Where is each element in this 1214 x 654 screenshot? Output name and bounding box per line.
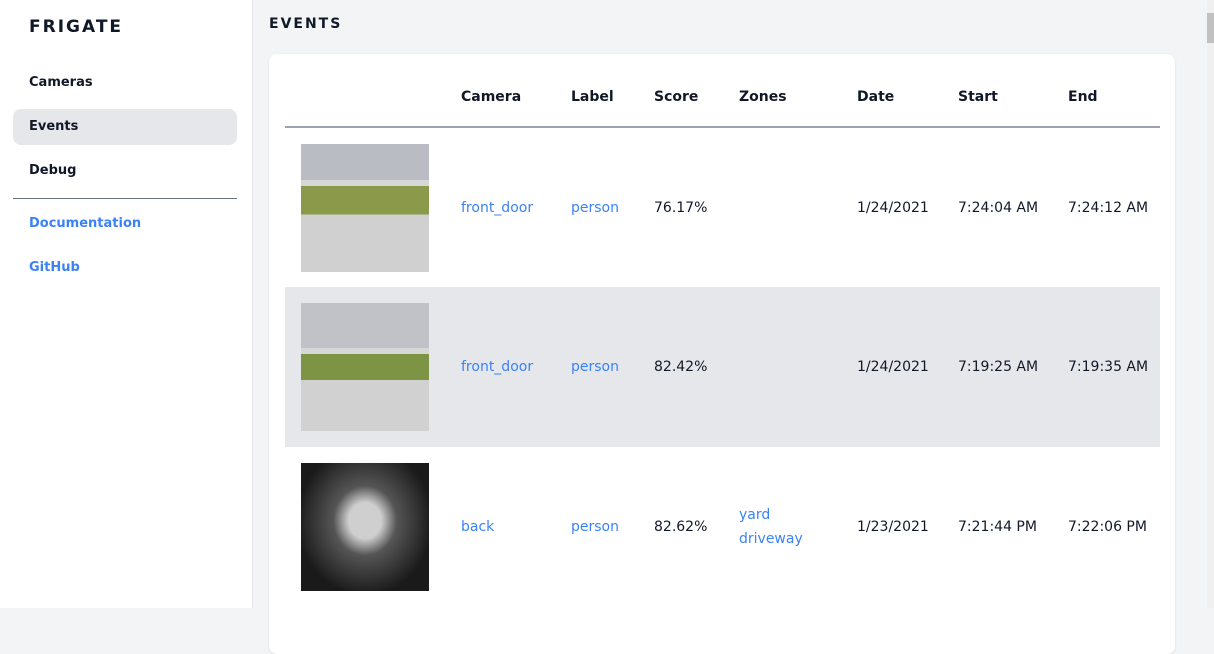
col-thumbnail bbox=[285, 54, 461, 128]
date: 1/24/2021 bbox=[857, 287, 958, 447]
table-header: Camera Label Score Zones Date Start End bbox=[285, 54, 1160, 128]
sidebar: FRIGATE Cameras Events Debug Documentati… bbox=[0, 0, 253, 608]
col-camera: Camera bbox=[461, 54, 571, 128]
event-thumbnail[interactable] bbox=[301, 463, 429, 591]
start-time: 7:21:44 PM bbox=[958, 519, 1037, 535]
col-date: Date bbox=[857, 54, 958, 128]
sidebar-divider bbox=[13, 198, 237, 199]
date: 1/23/2021 bbox=[857, 519, 929, 535]
scrollbar[interactable] bbox=[1207, 0, 1214, 608]
date: 1/24/2021 bbox=[857, 199, 929, 216]
events-table: Camera Label Score Zones Date Start End … bbox=[285, 54, 1160, 607]
page-title: EVENTS bbox=[269, 16, 343, 32]
score: 76.17% bbox=[654, 199, 708, 216]
col-label: Label bbox=[571, 54, 654, 128]
sidebar-item-events[interactable]: Events bbox=[13, 109, 237, 145]
end-time: 7:19:35 AM bbox=[1068, 287, 1160, 447]
brand-logo: FRIGATE bbox=[29, 17, 124, 37]
sidebar-item-cameras[interactable]: Cameras bbox=[29, 75, 93, 90]
col-start: Start bbox=[958, 54, 1068, 128]
col-zones: Zones bbox=[739, 54, 857, 128]
event-thumbnail[interactable] bbox=[301, 303, 429, 431]
start-time: 7:24:04 AM bbox=[958, 199, 1039, 216]
col-end: End bbox=[1068, 54, 1160, 128]
label-link[interactable]: person bbox=[571, 199, 619, 216]
col-score: Score bbox=[654, 54, 739, 128]
start-time: 7:19:25 AM bbox=[958, 287, 1068, 447]
camera-link[interactable]: front_door bbox=[461, 199, 534, 216]
label-link[interactable]: person bbox=[571, 359, 619, 375]
score: 82.62% bbox=[654, 519, 708, 535]
camera-link[interactable]: front_door bbox=[461, 359, 534, 375]
end-time: 7:22:06 PM bbox=[1068, 519, 1147, 535]
table-row[interactable]: back person 82.62% yard driveway 1/23/202… bbox=[285, 447, 1160, 607]
sidebar-item-debug[interactable]: Debug bbox=[29, 163, 77, 178]
score: 82.42% bbox=[654, 287, 739, 447]
sidebar-link-documentation[interactable]: Documentation bbox=[29, 216, 142, 231]
table-row[interactable]: front_door person 76.17% 1/24/2021 7:24:… bbox=[285, 127, 1160, 287]
events-card: Camera Label Score Zones Date Start End … bbox=[269, 54, 1175, 654]
end-time: 7:24:12 AM bbox=[1068, 199, 1149, 216]
sidebar-link-github[interactable]: GitHub bbox=[29, 260, 80, 275]
zone-link[interactable]: driveway bbox=[739, 531, 803, 547]
camera-link[interactable]: back bbox=[461, 519, 495, 535]
scrollbar-thumb[interactable] bbox=[1207, 13, 1214, 43]
label-link[interactable]: person bbox=[571, 519, 619, 535]
zone-link[interactable]: yard bbox=[739, 507, 771, 523]
event-thumbnail[interactable] bbox=[301, 143, 429, 272]
table-row[interactable]: front_door person 82.42% 1/24/2021 7:19:… bbox=[285, 287, 1160, 447]
